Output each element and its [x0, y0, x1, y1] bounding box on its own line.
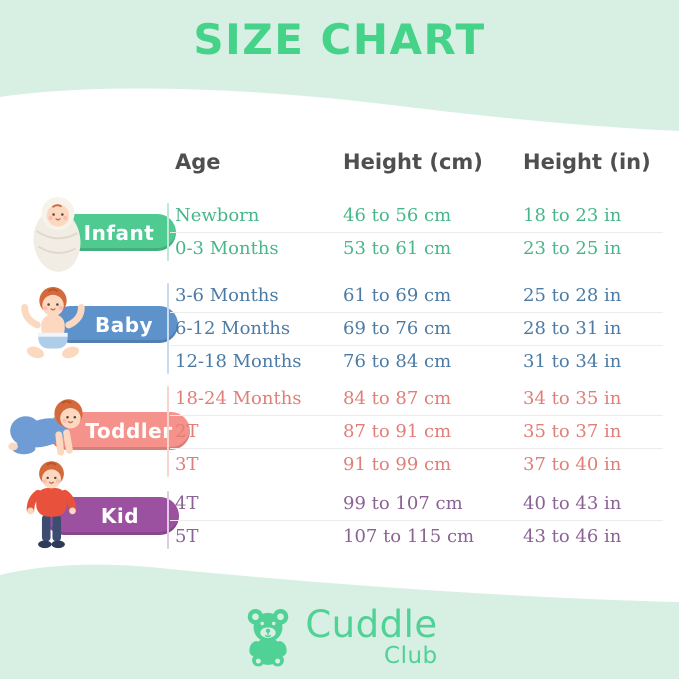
brand-name: Cuddle [305, 603, 438, 646]
teddy-bear-icon [248, 609, 289, 667]
baby-group-label: Baby [94, 312, 154, 337]
toddler-group-label: Toddler [85, 419, 173, 443]
cell-height-cm: 99 to 107 cm [343, 493, 463, 514]
header-height-cm: Height (cm) [343, 150, 483, 174]
row-divider [170, 345, 663, 346]
cell-height-cm: 87 to 91 cm [343, 421, 452, 442]
toddler-rows: 18-24 Months 84 to 87 cm 34 to 35 in 2T … [167, 382, 665, 481]
table-row: 0-3 Months 53 to 61 cm 23 to 25 in [175, 232, 665, 265]
infant-group-line [167, 203, 169, 261]
header-age: Age [175, 150, 221, 174]
baby-rows: 3-6 Months 61 to 69 cm 25 to 28 in 6-12 … [167, 279, 665, 378]
table-row: 12-18 Months 76 to 84 cm 31 to 34 in [175, 345, 665, 378]
cell-height-cm: 76 to 84 cm [343, 351, 452, 372]
cell-height-cm: 84 to 87 cm [343, 388, 452, 409]
cell-age: 3T [175, 454, 199, 475]
cell-age: 2T [175, 421, 199, 442]
brand-subname: Club [384, 642, 438, 669]
row-divider [170, 520, 663, 521]
kid-group-line [167, 491, 169, 549]
table-row: 2T 87 to 91 cm 35 to 37 in [175, 415, 665, 448]
cell-height-in: 34 to 35 in [523, 388, 622, 409]
cell-height-in: 35 to 37 in [523, 421, 622, 442]
page-title: SIZE CHART [193, 15, 486, 64]
cell-age: 6-12 Months [175, 318, 291, 339]
cell-height-in: 25 to 28 in [523, 285, 622, 306]
cell-height-cm: 61 to 69 cm [343, 285, 452, 306]
crawling-toddler-illustration [8, 399, 83, 456]
cell-age: 5T [175, 526, 199, 547]
cell-height-in: 18 to 23 in [523, 205, 622, 226]
cell-height-in: 43 to 46 in [523, 526, 622, 547]
table-header: Age Height (cm) Height (in) [175, 150, 665, 174]
kid-group-label: Kid [100, 504, 140, 528]
brand-logo: Cuddle Club [0, 603, 679, 669]
cell-height-in: 28 to 31 in [523, 318, 622, 339]
standing-kid-illustration [26, 461, 77, 549]
infant-rows: Newborn 46 to 56 cm 18 to 23 in 0-3 Mont… [167, 199, 665, 265]
toddler-group-line [167, 386, 169, 477]
table-row: 3T 91 to 99 cm 37 to 40 in [175, 448, 665, 481]
header-height-in: Height (in) [523, 150, 651, 174]
kid-rows: 4T 99 to 107 cm 40 to 43 in 5T 107 to 11… [167, 487, 665, 553]
cell-age: 18-24 Months [175, 388, 302, 409]
brand-logo-text: Cuddle Club [305, 603, 438, 669]
sitting-baby-illustration [21, 286, 85, 359]
row-divider [170, 232, 663, 233]
cell-age: 3-6 Months [175, 285, 279, 306]
table-row: 3-6 Months 61 to 69 cm 25 to 28 in [175, 279, 665, 312]
row-divider [170, 448, 663, 449]
cell-height-cm: 91 to 99 cm [343, 454, 452, 475]
cell-age: 4T [175, 493, 199, 514]
baby-group-line [167, 283, 169, 374]
row-divider [170, 312, 663, 313]
swaddled-baby-illustration [33, 196, 81, 272]
cell-height-in: 40 to 43 in [523, 493, 622, 514]
infant-group-label: Infant [83, 220, 155, 245]
cell-height-cm: 53 to 61 cm [343, 238, 452, 259]
cell-height-in: 23 to 25 in [523, 238, 622, 259]
cell-age: 12-18 Months [175, 351, 302, 372]
cell-height-cm: 46 to 56 cm [343, 205, 452, 226]
row-divider [170, 415, 663, 416]
table-row: Newborn 46 to 56 cm 18 to 23 in [175, 199, 665, 232]
cell-height-in: 31 to 34 in [523, 351, 622, 372]
table-row: 5T 107 to 115 cm 43 to 46 in [175, 520, 665, 553]
cell-age: Newborn [175, 205, 260, 226]
table-row: 6-12 Months 69 to 76 cm 28 to 31 in [175, 312, 665, 345]
kid-group-pill: Kid [45, 497, 179, 535]
cell-height-cm: 69 to 76 cm [343, 318, 452, 339]
table-row: 4T 99 to 107 cm 40 to 43 in [175, 487, 665, 520]
cell-height-cm: 107 to 115 cm [343, 526, 475, 547]
table-row: 18-24 Months 84 to 87 cm 34 to 35 in [175, 382, 665, 415]
cell-height-in: 37 to 40 in [523, 454, 622, 475]
cell-age: 0-3 Months [175, 238, 279, 259]
